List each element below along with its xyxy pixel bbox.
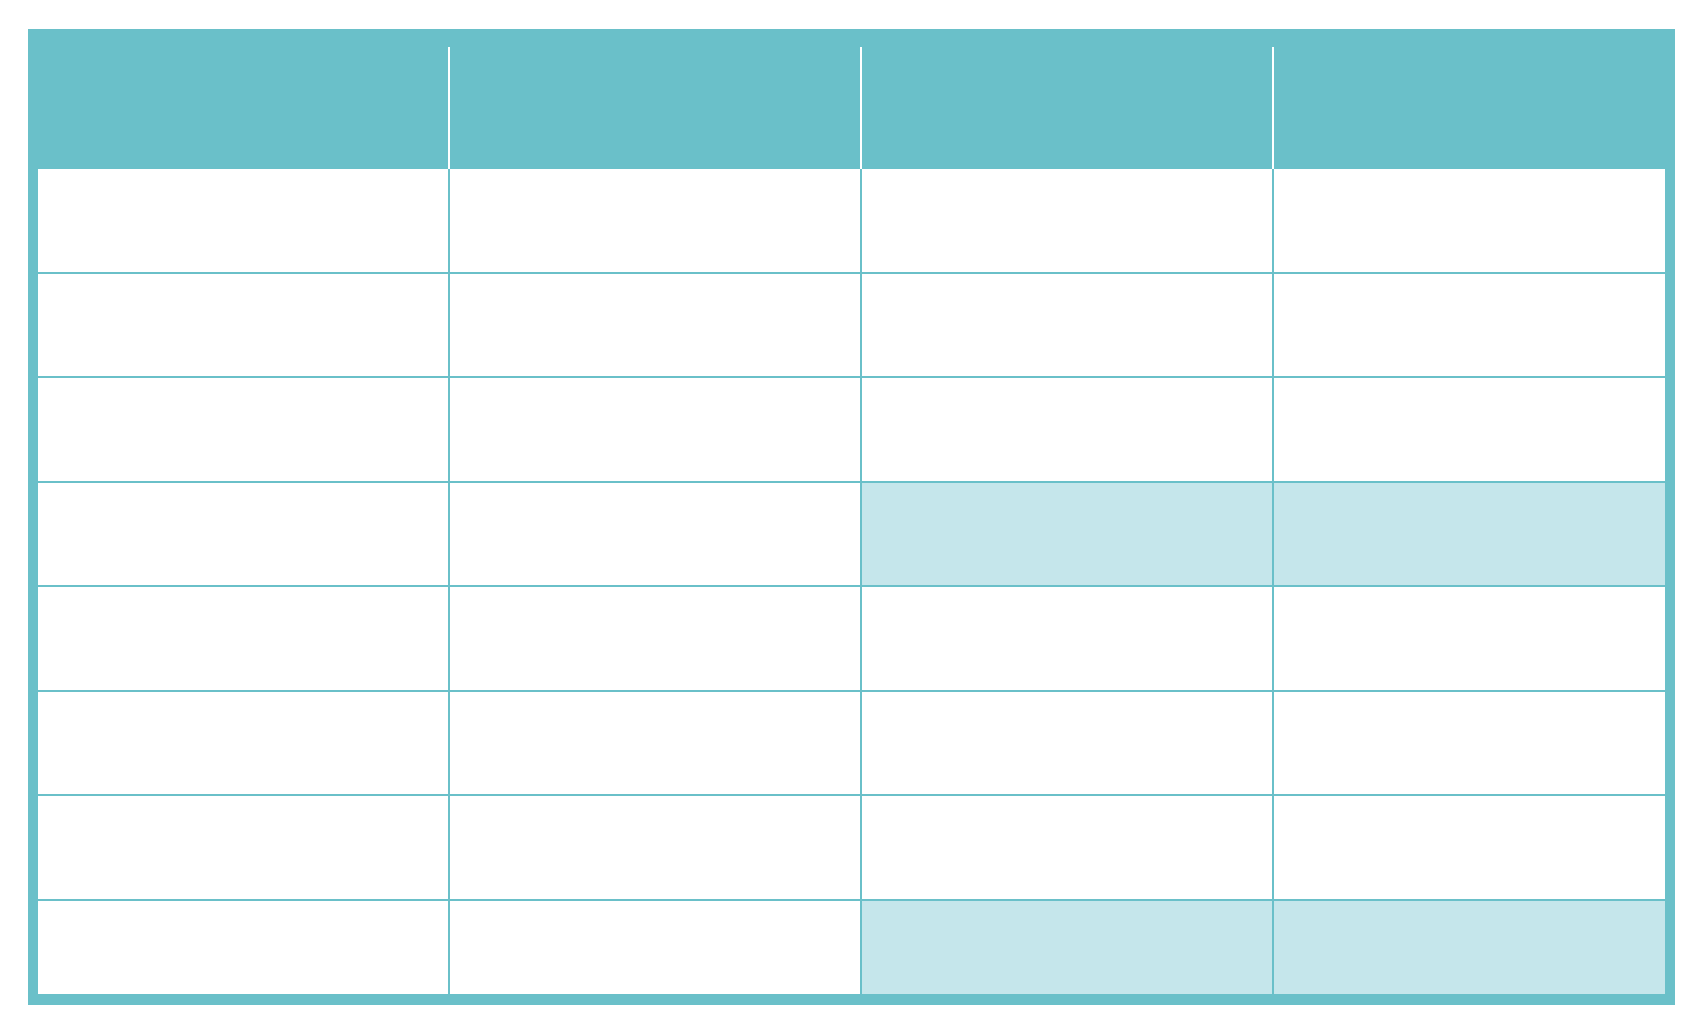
table-cell-highlighted bbox=[862, 482, 1274, 587]
table-cell bbox=[862, 587, 1274, 692]
table-cell-highlighted bbox=[862, 900, 1274, 994]
table-cell bbox=[38, 900, 450, 994]
table-cell bbox=[38, 587, 450, 692]
table-cell bbox=[450, 900, 862, 994]
table-cell bbox=[1274, 169, 1665, 274]
table-cell bbox=[450, 587, 862, 692]
table-cell bbox=[450, 169, 862, 274]
table-cell bbox=[862, 691, 1274, 796]
table-cell bbox=[1274, 796, 1665, 901]
table-cell bbox=[38, 482, 450, 587]
table-cell bbox=[862, 169, 1274, 274]
table-cell bbox=[38, 169, 450, 274]
table-cell bbox=[38, 378, 450, 483]
table-cell bbox=[450, 796, 862, 901]
table-header-cell bbox=[38, 39, 450, 169]
table-cell bbox=[450, 482, 862, 587]
table-cell bbox=[450, 691, 862, 796]
table-cell-highlighted bbox=[1274, 900, 1665, 994]
table-cell bbox=[862, 273, 1274, 378]
table-cell bbox=[862, 378, 1274, 483]
table-cell-highlighted bbox=[1274, 482, 1665, 587]
table-cell bbox=[1274, 378, 1665, 483]
table-header-cell bbox=[1274, 39, 1665, 169]
table-header-cell bbox=[862, 39, 1274, 169]
table-cell bbox=[38, 691, 450, 796]
table-grid bbox=[38, 39, 1665, 995]
table-cell bbox=[38, 273, 450, 378]
table-frame bbox=[28, 29, 1675, 1005]
table-cell bbox=[862, 796, 1274, 901]
table-cell bbox=[38, 796, 450, 901]
table-cell bbox=[450, 378, 862, 483]
table-cell bbox=[1274, 273, 1665, 378]
table-cell bbox=[450, 273, 862, 378]
table-header-cell bbox=[450, 39, 862, 169]
table-cell bbox=[1274, 691, 1665, 796]
table-cell bbox=[1274, 587, 1665, 692]
